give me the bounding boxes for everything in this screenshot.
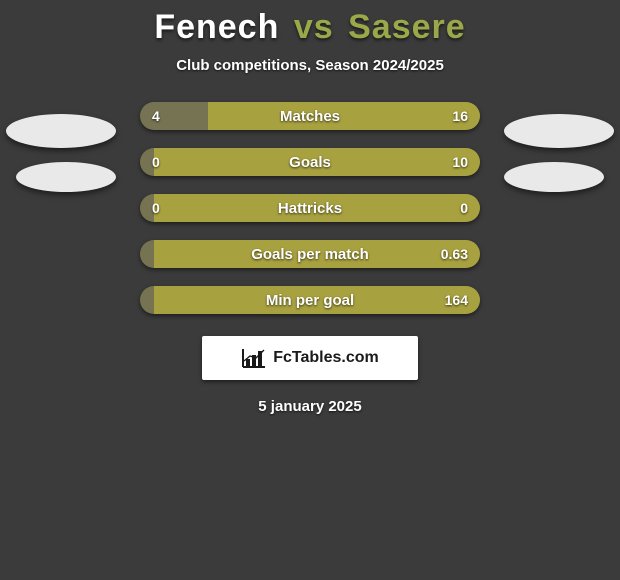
player2-name: Sasere (348, 8, 466, 46)
bar-left-fill (140, 286, 154, 314)
stat-bars: Matches416 Goals010 Hattricks00 Goals per m… (140, 102, 480, 314)
player2-badge (504, 114, 614, 148)
stat-bar: Matches416 (140, 102, 480, 130)
brand-text: FcTables.com (273, 349, 379, 367)
date-label: 5 january 2025 (0, 398, 620, 415)
player1-name: Fenech (154, 8, 279, 46)
title: Fenech vs Sasere (0, 8, 620, 47)
player1-badge-secondary (16, 162, 116, 192)
bar-right-fill (154, 240, 480, 268)
brand-chart-icon (241, 347, 267, 369)
bar-left-fill (140, 148, 154, 176)
comparison-card: Fenech vs Sasere Club competitions, Seas… (0, 0, 620, 415)
stat-bar: Min per goal164 (140, 286, 480, 314)
player2-badge-secondary (504, 162, 604, 192)
stat-bar: Goals per match0.63 (140, 240, 480, 268)
bar-right-fill (154, 194, 480, 222)
bar-left-fill (140, 240, 154, 268)
bar-left-fill (140, 102, 208, 130)
vs-label: vs (294, 8, 334, 46)
stat-bar: Goals010 (140, 148, 480, 176)
bar-right-fill (154, 286, 480, 314)
bar-right-fill (154, 148, 480, 176)
bar-left-fill (140, 194, 154, 222)
subtitle: Club competitions, Season 2024/2025 (0, 57, 620, 74)
stat-bar: Hattricks00 (140, 194, 480, 222)
brand-badge: FcTables.com (202, 336, 418, 380)
bar-right-fill (208, 102, 480, 130)
player1-badge (6, 114, 116, 148)
stats-area: Matches416 Goals010 Hattricks00 Goals per m… (0, 102, 620, 314)
